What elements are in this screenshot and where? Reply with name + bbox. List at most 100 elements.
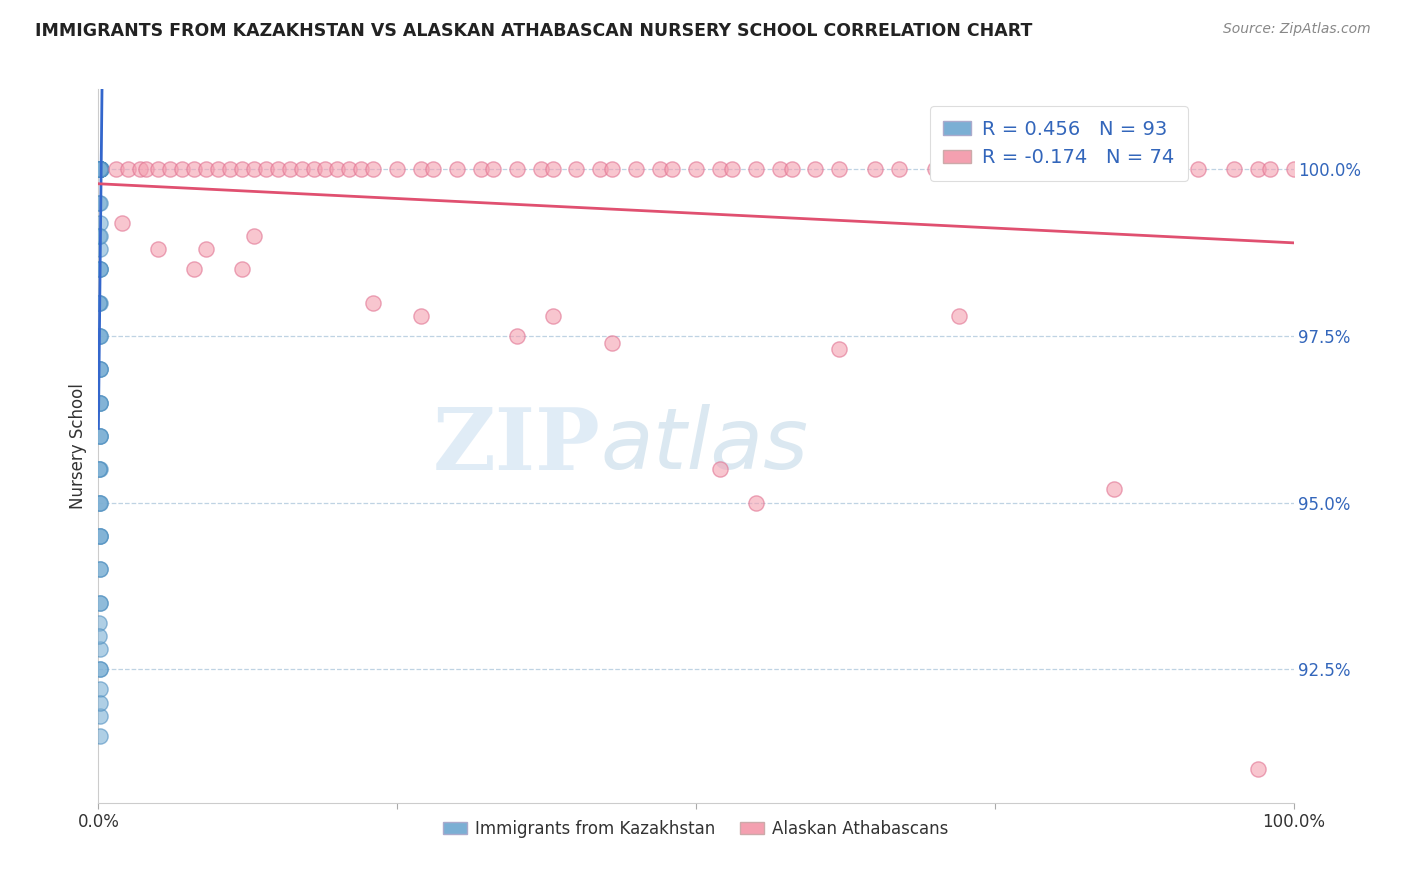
Point [219, 162, 242, 177]
Point [1163, 162, 1185, 177]
Point [506, 329, 529, 343]
Point [1128, 162, 1150, 177]
Point [159, 162, 181, 177]
Point [89, 462, 111, 476]
Point [89, 216, 111, 230]
Point [350, 162, 373, 177]
Point [89, 162, 111, 177]
Point [326, 162, 349, 177]
Point [89, 729, 111, 743]
Point [363, 295, 385, 310]
Point [506, 162, 529, 177]
Point [89, 162, 111, 177]
Point [90, 162, 112, 177]
Point [89, 228, 111, 243]
Point [709, 462, 731, 476]
Point [89, 496, 111, 510]
Point [315, 162, 337, 177]
Point [89, 162, 111, 177]
Point [135, 162, 157, 177]
Point [339, 162, 361, 177]
Point [89, 709, 111, 723]
Y-axis label: Nursery School: Nursery School [69, 383, 87, 509]
Point [89, 395, 111, 409]
Point [709, 162, 731, 177]
Text: ZIP: ZIP [433, 404, 600, 488]
Point [1247, 763, 1270, 777]
Point [231, 262, 253, 277]
Point [924, 162, 946, 177]
Point [231, 162, 253, 177]
Point [89, 629, 111, 643]
Point [1223, 162, 1246, 177]
Point [948, 162, 970, 177]
Point [89, 262, 111, 277]
Point [89, 429, 111, 443]
Point [89, 162, 111, 177]
Point [541, 162, 564, 177]
Point [470, 162, 492, 177]
Text: IMMIGRANTS FROM KAZAKHSTAN VS ALASKAN ATHABASCAN NURSERY SCHOOL CORRELATION CHAR: IMMIGRANTS FROM KAZAKHSTAN VS ALASKAN AT… [35, 22, 1032, 40]
Point [89, 362, 111, 376]
Point [89, 429, 111, 443]
Point [804, 162, 827, 177]
Point [129, 162, 152, 177]
Point [89, 162, 111, 177]
Point [302, 162, 325, 177]
Point [89, 162, 111, 177]
Point [89, 162, 111, 177]
Point [105, 162, 128, 177]
Point [89, 262, 111, 277]
Point [865, 162, 887, 177]
Point [89, 162, 111, 177]
Point [1247, 162, 1270, 177]
Point [89, 462, 111, 476]
Point [89, 162, 111, 177]
Point [89, 162, 111, 177]
Point [89, 162, 111, 177]
Point [685, 162, 707, 177]
Point [89, 662, 111, 676]
Point [89, 162, 111, 177]
Point [422, 162, 444, 177]
Point [1043, 162, 1066, 177]
Point [243, 162, 266, 177]
Point [117, 162, 139, 177]
Point [89, 162, 111, 177]
Point [89, 562, 111, 576]
Point [89, 162, 111, 177]
Point [89, 162, 111, 177]
Point [889, 162, 911, 177]
Point [89, 262, 111, 277]
Point [183, 162, 205, 177]
Point [89, 696, 111, 710]
Point [721, 162, 744, 177]
Point [530, 162, 553, 177]
Point [89, 228, 111, 243]
Point [89, 395, 111, 409]
Point [89, 362, 111, 376]
Point [89, 162, 111, 177]
Point [828, 162, 851, 177]
Point [89, 162, 111, 177]
Point [89, 162, 111, 177]
Point [148, 242, 170, 256]
Point [89, 162, 111, 177]
Point [661, 162, 683, 177]
Point [89, 329, 111, 343]
Point [89, 162, 111, 177]
Point [87, 162, 110, 177]
Point [89, 496, 111, 510]
Point [89, 562, 111, 576]
Point [948, 309, 970, 323]
Point [89, 195, 111, 210]
Point [411, 309, 433, 323]
Point [769, 162, 792, 177]
Point [984, 162, 1007, 177]
Point [89, 162, 111, 177]
Point [482, 162, 505, 177]
Point [89, 162, 111, 177]
Point [89, 462, 111, 476]
Point [148, 162, 170, 177]
Point [89, 162, 111, 177]
